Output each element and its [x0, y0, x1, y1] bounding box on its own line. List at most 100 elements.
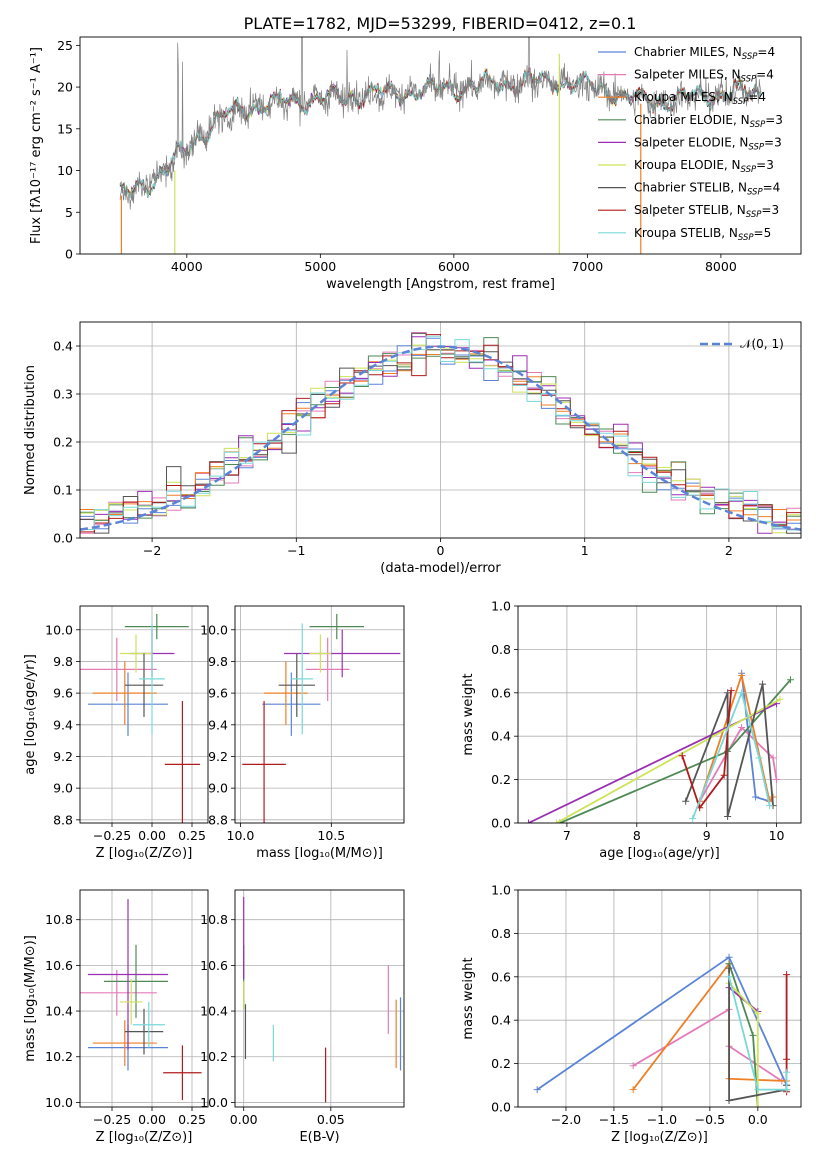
legend-entry-name: Chabrier STELIB [634, 181, 730, 195]
mass_vs_ebv-ytick-label: 10.2 [200, 1049, 228, 1064]
weight_vs_Z-xlabel: Z [log₁₀(Z/Z⊙)] [611, 1130, 708, 1145]
weight_vs_age-marks [524, 669, 795, 823]
age_vs_Z-ytick-label: 9.6 [53, 686, 73, 701]
age_vs_Z-ytick-label: 9.0 [53, 781, 73, 796]
age_vs_mass-ytick-label: 9.2 [208, 749, 228, 764]
legend-entry-sub: SSP [733, 97, 749, 107]
legend-entry-eq: = [761, 203, 771, 217]
weight-series-point [725, 1096, 733, 1104]
age_vs_Z-xtick-label: −0.25 [93, 828, 131, 843]
legend-entry-name: Chabrier ELODIE [634, 113, 733, 127]
legend-entry-count: 4 [766, 68, 774, 82]
spectrum-marks [119, 37, 762, 254]
residuals-frame [79, 321, 802, 539]
errorbar-point [124, 1008, 164, 1055]
legend-entry: Chabrier ELODIE, NSSP=3 [634, 113, 783, 130]
mass_vs_Z-ytick-label: 10.2 [45, 1049, 73, 1064]
weight-series-point [752, 793, 760, 801]
age_vs_mass-xtick-label: 10.5 [317, 828, 345, 843]
age_vs_Z-ytick-label: 10.0 [45, 622, 73, 637]
weight-series-point [678, 752, 686, 760]
weight-series-line [681, 690, 732, 810]
panel-weight_vs_age: 7 8 9 10 0.0 0.2 0.4 0.6 0.8 1.0 age [log₁₀(age/yr… [461, 599, 802, 861]
legend-entry-count: 3 [766, 158, 774, 172]
weight_vs_Z-ylabel: mass weight [461, 957, 476, 1039]
legend-entry-eq: = [757, 45, 767, 59]
age_vs_Z-ytick-label: 8.8 [53, 812, 73, 827]
errorbar-point [305, 637, 350, 702]
spectrum-ytick-label: 25 [57, 38, 73, 53]
weight-series-point [769, 754, 777, 762]
legend-entry-eq: = [754, 226, 764, 240]
residuals-ytick-label: 0.1 [53, 483, 73, 498]
legend-entry-count: 4 [758, 90, 766, 104]
legend-entry: Salpeter STELIB, NSSP=3 [634, 203, 779, 220]
legend-entry-sub: SSP [741, 75, 757, 85]
panel-mass_vs_ebv: 0.00 0.05 10.0 10.2 10.4 10.6 10.8 E(B-V) [200, 889, 405, 1145]
panel-mass_vs_Z: −0.25 0.00 0.25 10.0 10.2 10.4 10.6 10.8 Z [log₁… [23, 889, 209, 1145]
weight_vs_Z-frame [517, 889, 802, 1108]
residuals-ylabel: Normed distribution [23, 365, 38, 495]
weight-series-point [773, 776, 781, 784]
mass_vs_ebv-ytick-label: 10.4 [200, 1004, 228, 1019]
residuals-xtick-label: −2 [143, 543, 161, 558]
spectrum-ytick-label: 10 [57, 163, 73, 178]
weight_vs_age-ytick-label: 0.8 [491, 642, 511, 657]
errorbar-point [139, 623, 165, 735]
spectrum-xtick-label: 5000 [304, 259, 336, 274]
mass_vs_ebv-xtick-label: 0.00 [230, 1112, 258, 1127]
weight-series-point [720, 771, 728, 779]
age_vs_mass-ytick-label: 9.6 [208, 686, 228, 701]
age_vs_Z-xtick-label: 0.00 [138, 828, 166, 843]
mass_vs_Z-xlabel: Z [log₁₀(Z/Z⊙)] [96, 1130, 193, 1145]
age_vs_Z-ytick-label: 9.2 [53, 749, 73, 764]
mass_vs_Z-plot [80, 890, 208, 1107]
legend-entry-eq: = [748, 90, 758, 104]
legend-entry-prefix: , N [716, 90, 733, 104]
gaussian-curve [80, 345, 801, 531]
errorbar-point [124, 653, 164, 717]
age_vs_mass-marks [242, 613, 401, 823]
legend-entry: Chabrier MILES, NSSP=4 [634, 45, 775, 62]
weight-series-point [738, 689, 746, 697]
legend-entry-eq: = [764, 135, 774, 149]
legend-entry: Kroupa ELODIE, NSSP=3 [634, 158, 774, 175]
legend-entry-eq: = [763, 181, 773, 195]
legend-entry-name: Kroupa ELODIE [634, 158, 724, 172]
age_vs_Z-frame [79, 605, 209, 824]
weight_vs_Z-marks [533, 953, 791, 1107]
age_vs_mass-frame [234, 605, 405, 824]
weight-series-point [749, 1031, 757, 1039]
age_vs_mass-ytick-label: 10.0 [200, 622, 228, 637]
weight-series-point [629, 1086, 637, 1094]
weight_vs_age-ytick-label: 0.4 [491, 729, 511, 744]
legend-entry-name: Chabrier MILES [634, 45, 725, 59]
weight_vs_Z-ytick-label: 1.0 [491, 883, 511, 898]
weight-series-point [725, 953, 733, 961]
age_vs_mass-ytick-label: 8.8 [208, 812, 228, 827]
weight_vs_age-xtick-label: 8 [633, 828, 641, 843]
weight_vs_Z-xtick-label: −2.0 [551, 1112, 581, 1127]
legend-entry: Salpeter ELODIE, NSSP=3 [634, 135, 782, 152]
weight_vs_Z-ytick-label: 0.0 [491, 1100, 511, 1115]
weight_vs_Z-ytick-label: 0.2 [491, 1056, 511, 1071]
legend-entry-sub: SSP [741, 165, 757, 175]
spectrum-data-line [119, 37, 762, 210]
weight-series-point [724, 812, 732, 820]
weight_vs_age-xlabel: age [log₁₀(age/yr)] [599, 846, 720, 861]
errorbar-point [124, 613, 189, 640]
weight-series-point [552, 819, 560, 823]
errorbar-point [120, 634, 152, 673]
mass_vs_Z-xtick-label: 0.25 [178, 1112, 206, 1127]
errorbar-point [284, 629, 401, 678]
weight-series-point [783, 1055, 791, 1063]
legend-entry-eq: = [765, 113, 775, 127]
age_vs_Z-marks [80, 613, 200, 823]
spectrum-xtick-label: 4000 [171, 259, 203, 274]
legend-entry-prefix: , N [725, 45, 742, 59]
age_vs_mass-ytick-label: 9.4 [208, 717, 228, 732]
errorbar-point [291, 623, 314, 735]
legend-entry-count: 5 [764, 226, 772, 240]
